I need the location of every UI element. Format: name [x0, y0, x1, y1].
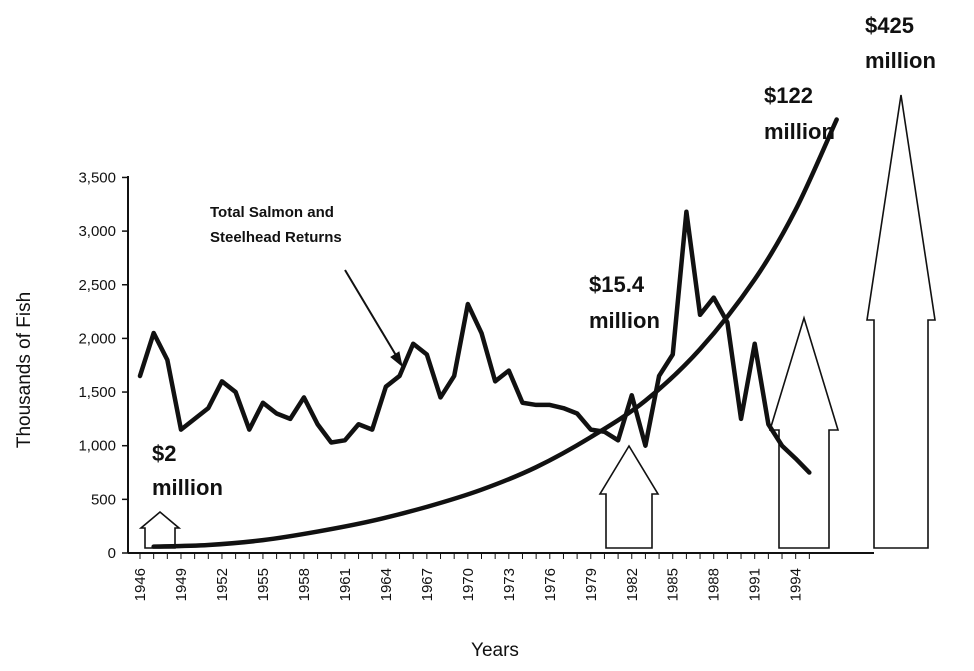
annotation-label: $2: [152, 441, 176, 466]
annotation-label: million: [152, 475, 223, 500]
x-tick-label: 1967: [419, 568, 436, 601]
x-tick-label: 1973: [501, 568, 518, 601]
y-tick-label: 500: [91, 491, 116, 508]
annotation-label: Total Salmon and: [210, 204, 334, 221]
annotation-label: million: [865, 48, 936, 73]
x-axis-title: Years: [471, 640, 519, 661]
annotation-label: $15.4: [589, 272, 645, 297]
y-tick-label: 2,500: [78, 277, 116, 294]
annotation-label: $425: [865, 13, 914, 38]
x-tick-label: 1946: [132, 568, 149, 601]
callout-arrowhead: [390, 351, 403, 368]
x-tick-label: 1976: [542, 568, 559, 601]
x-tick-label: 1982: [624, 568, 641, 601]
x-tick-label: 1949: [173, 568, 190, 601]
y-tick-label: 2,000: [78, 330, 116, 347]
y-tick-label: 0: [108, 545, 116, 562]
annotation-label: million: [589, 308, 660, 333]
x-tick-label: 1955: [255, 568, 272, 601]
y-tick-label: 1,500: [78, 384, 116, 401]
y-axis-title: Thousands of Fish: [14, 292, 35, 448]
funding-arrow-0: [138, 510, 182, 549]
funding-curve-line: [151, 117, 839, 549]
y-tick-label: 3,000: [78, 223, 116, 240]
y-tick-label: 3,500: [78, 169, 116, 186]
x-tick-label: 1994: [788, 568, 805, 601]
x-tick-label: 1985: [665, 568, 682, 601]
x-tick-label: 1964: [378, 568, 395, 601]
x-tick-label: 1988: [706, 568, 723, 601]
annotation-label: $122: [764, 83, 813, 108]
funding-arrow-1: [598, 444, 660, 549]
x-tick-label: 1979: [583, 568, 600, 601]
x-tick-label: 1961: [337, 568, 354, 601]
x-tick-label: 1970: [460, 568, 477, 601]
callout-pointer: [344, 269, 401, 363]
funding-arrow-2: [768, 315, 840, 549]
x-tick-label: 1991: [747, 568, 764, 601]
salmon-returns-line: [137, 209, 812, 475]
funding-arrow-3: [866, 94, 936, 549]
annotation-label: million: [764, 119, 835, 144]
annotation-label: Steelhead Returns: [210, 229, 342, 246]
y-tick-label: 1,000: [78, 438, 116, 455]
x-tick-label: 1952: [214, 568, 231, 601]
x-tick-label: 1958: [296, 568, 313, 601]
